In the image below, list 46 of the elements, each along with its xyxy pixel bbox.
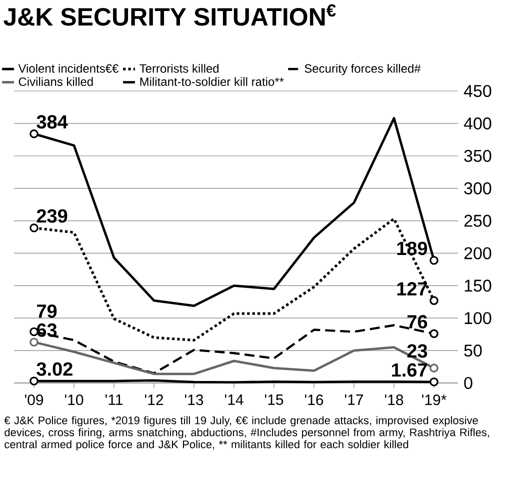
point bbox=[430, 378, 438, 386]
y-tick-label: 300 bbox=[464, 182, 492, 194]
point bbox=[30, 224, 38, 232]
point bbox=[30, 129, 38, 138]
legend-label: Civilians killed bbox=[18, 77, 93, 86]
legend-label: Violent incidents€€ bbox=[18, 64, 119, 73]
x-tick-label: '18 bbox=[384, 394, 404, 406]
annotation: 1.67 bbox=[392, 363, 427, 377]
y-tick-label: 200 bbox=[464, 247, 492, 260]
x-tick-label: '17 bbox=[344, 394, 364, 405]
x-tick-label: '15 bbox=[264, 394, 284, 405]
x-tick-label: '19* bbox=[422, 394, 446, 406]
x-tick-label: '13 bbox=[184, 394, 204, 406]
point bbox=[430, 256, 438, 265]
x-tick-label: '09 bbox=[25, 394, 44, 406]
point bbox=[430, 329, 438, 338]
annotation: 239 bbox=[36, 209, 68, 223]
x-tick-label: '12 bbox=[144, 394, 164, 405]
y-tick-label: 0 bbox=[464, 376, 472, 390]
annotation: 127 bbox=[397, 282, 427, 296]
y-tick-label: 150 bbox=[464, 280, 492, 292]
y-tick-label: 400 bbox=[464, 117, 492, 130]
y-tick-label: 450 bbox=[464, 84, 492, 98]
annotation: 189 bbox=[397, 242, 428, 256]
y-tick-label: 250 bbox=[464, 214, 492, 227]
legend-label: Militant-to-soldier kill ratio** bbox=[140, 77, 284, 86]
legend-label: Terrorists killed bbox=[140, 64, 219, 73]
point bbox=[30, 376, 38, 386]
point bbox=[430, 296, 438, 305]
x-tick-label: '16 bbox=[304, 394, 324, 406]
annotation: 79 bbox=[37, 304, 57, 318]
x-tick-label: '11 bbox=[106, 394, 122, 405]
text: € J&K Police figures, *2019 figures till 19 July, €€ include grenade attacks, improvised explosive devices, cross firing, arms snatching, abductions, #Includes personnel from army, Rashtriya Rifles, central armed police force and J&K Police, ** militants killed for each soldier killed bbox=[4, 416, 489, 450]
point bbox=[30, 338, 38, 347]
y-tick-label: 350 bbox=[464, 150, 492, 162]
legend-label: Security forces killed# bbox=[304, 64, 421, 76]
y-tick-label: 50 bbox=[464, 344, 482, 357]
point bbox=[430, 364, 438, 372]
y-tick-label: 100 bbox=[464, 312, 492, 324]
annotation: 23 bbox=[407, 344, 428, 358]
x-tick-label: '14 bbox=[224, 394, 244, 405]
annotation: 3.02 bbox=[36, 362, 72, 376]
chart-title: J&K SECURITY SITUATION$^{€}$ bbox=[4, 4, 336, 26]
annotation: 76 bbox=[407, 315, 428, 328]
annotation: 384 bbox=[36, 115, 68, 129]
x-tick-label: '10 bbox=[65, 394, 84, 406]
